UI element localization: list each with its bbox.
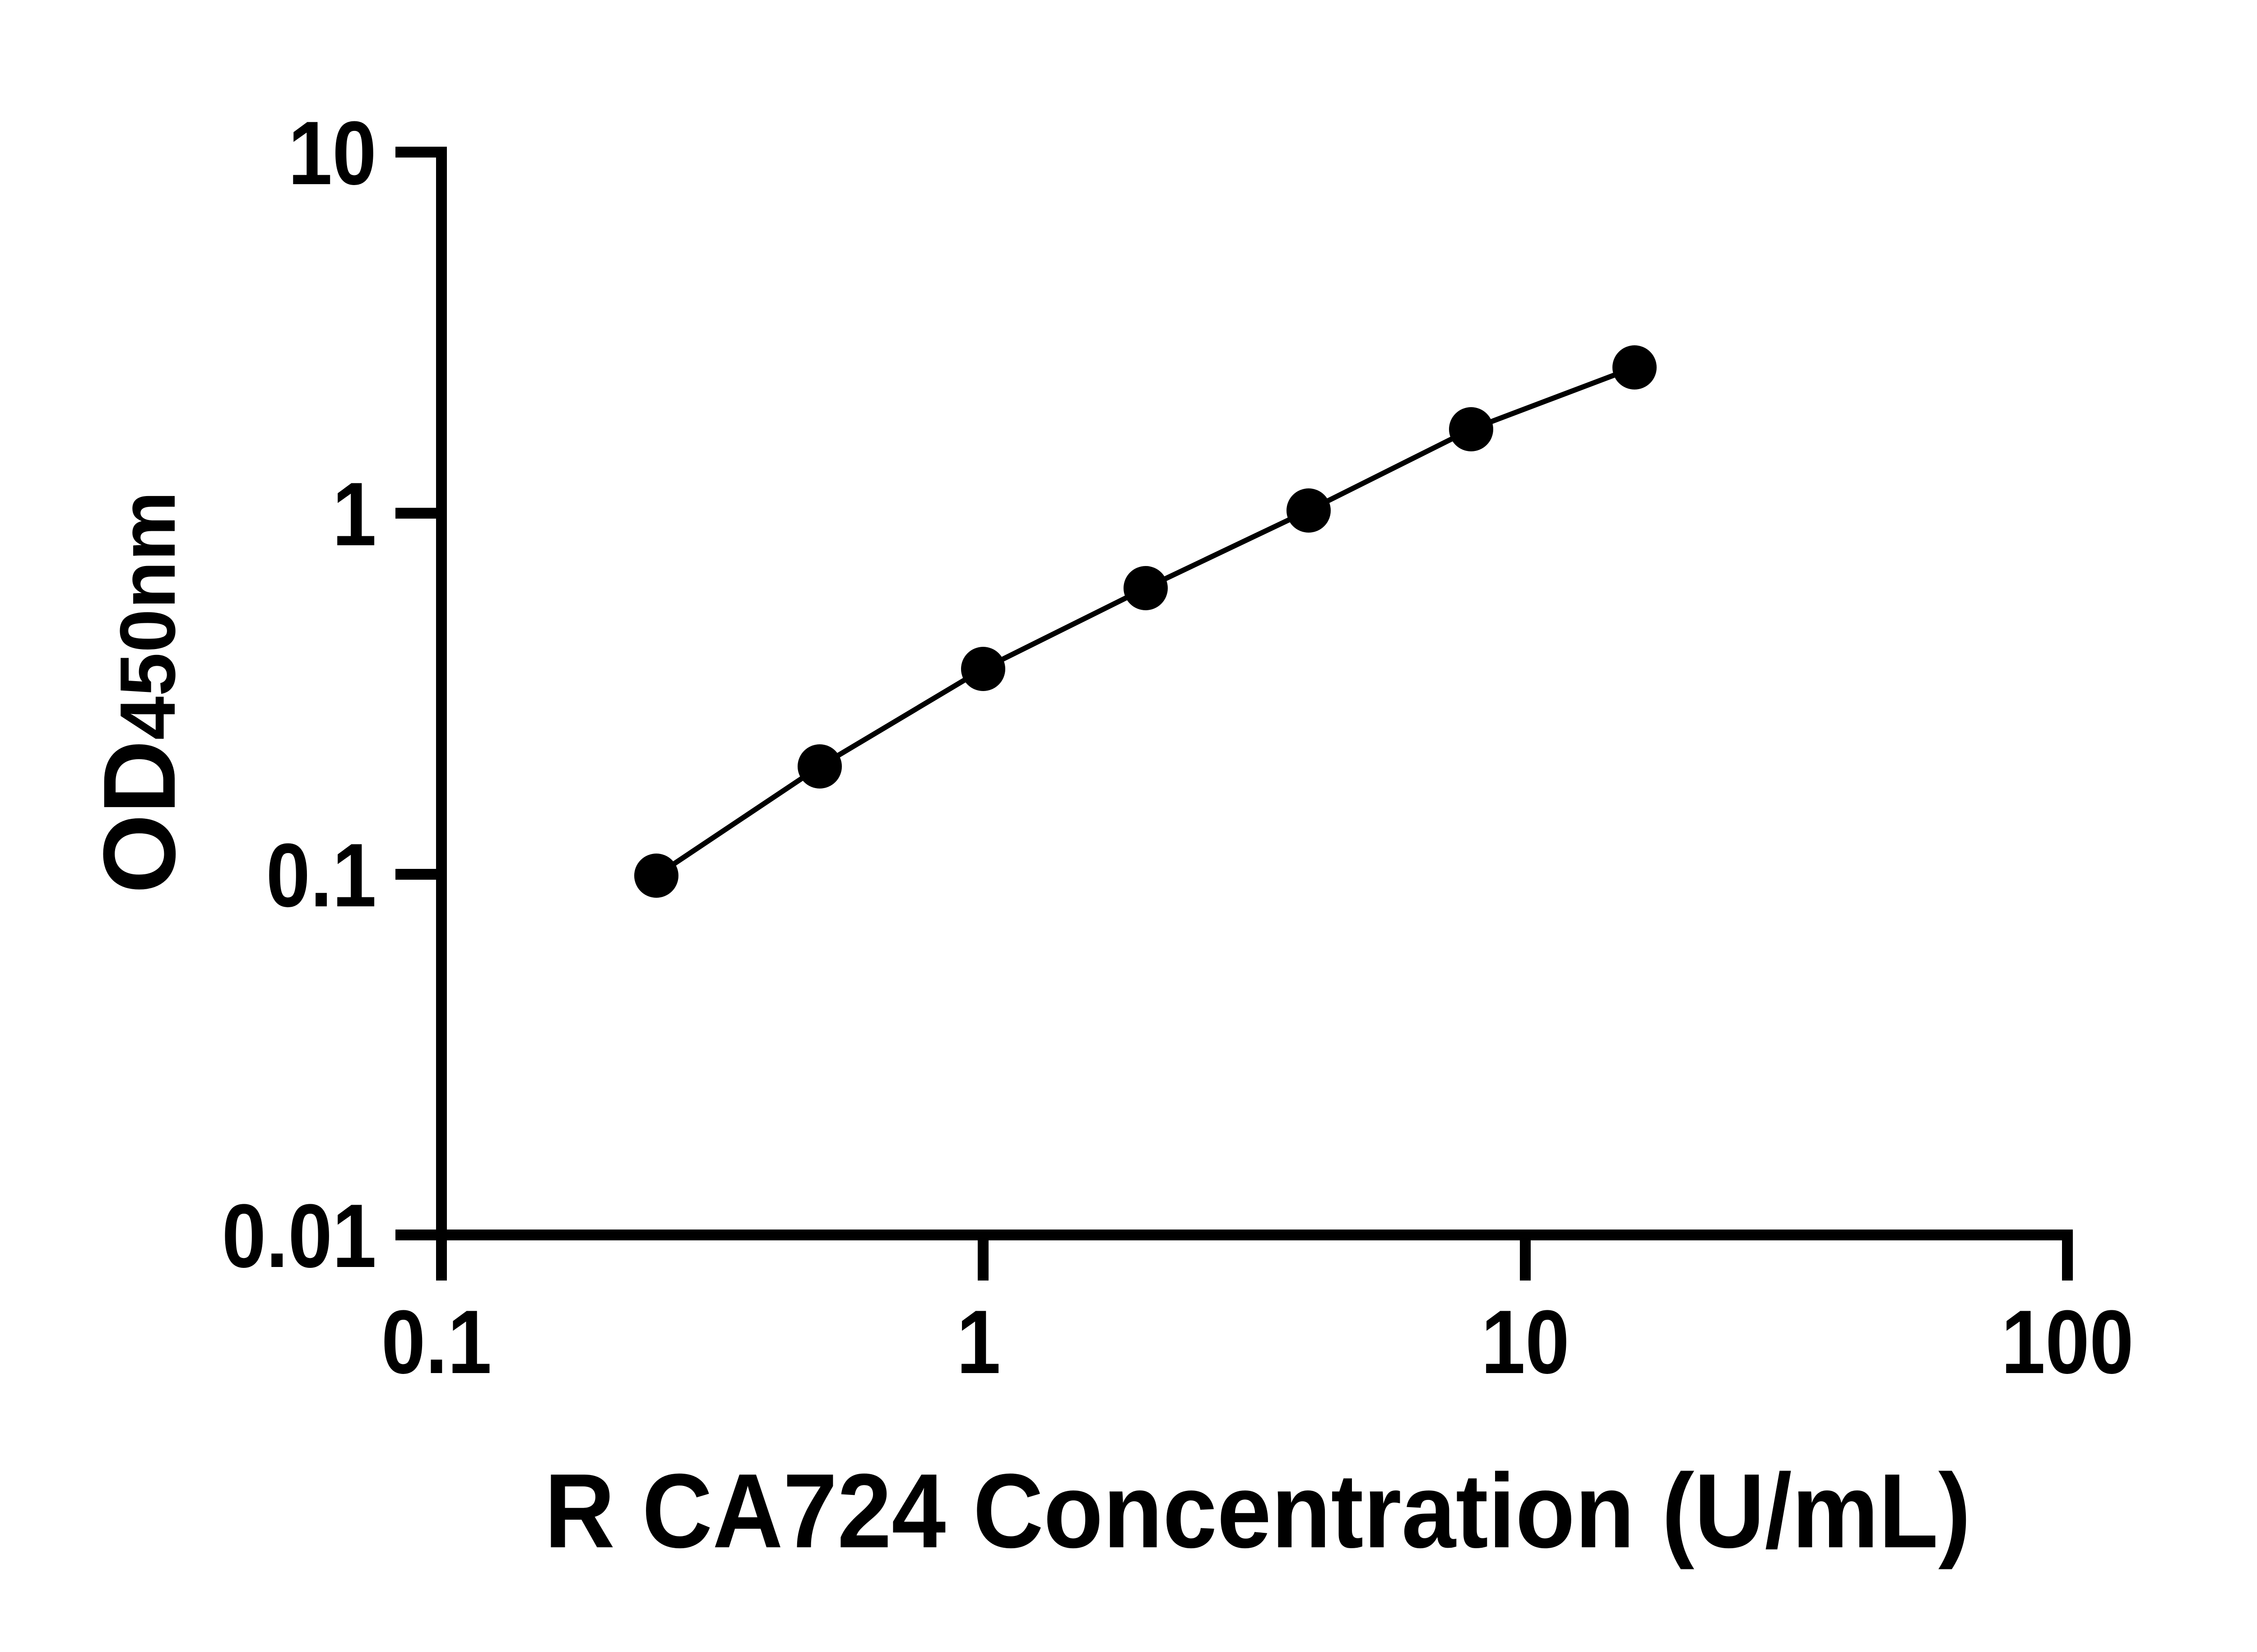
svg-text:OD450nm: OD450nm [83, 491, 197, 894]
svg-text:1: 1 [332, 463, 376, 564]
svg-text:100: 100 [2001, 1291, 2134, 1392]
svg-text:10: 10 [1481, 1291, 1570, 1392]
svg-text:0.1: 0.1 [381, 1291, 492, 1392]
svg-text:R CA724 Concentration (U/mL): R CA724 Concentration (U/mL) [544, 1452, 1971, 1570]
svg-text:10: 10 [288, 102, 376, 203]
svg-text:0.1: 0.1 [266, 824, 376, 925]
svg-text:1: 1 [957, 1291, 1001, 1392]
svg-text:0.01: 0.01 [222, 1185, 376, 1286]
